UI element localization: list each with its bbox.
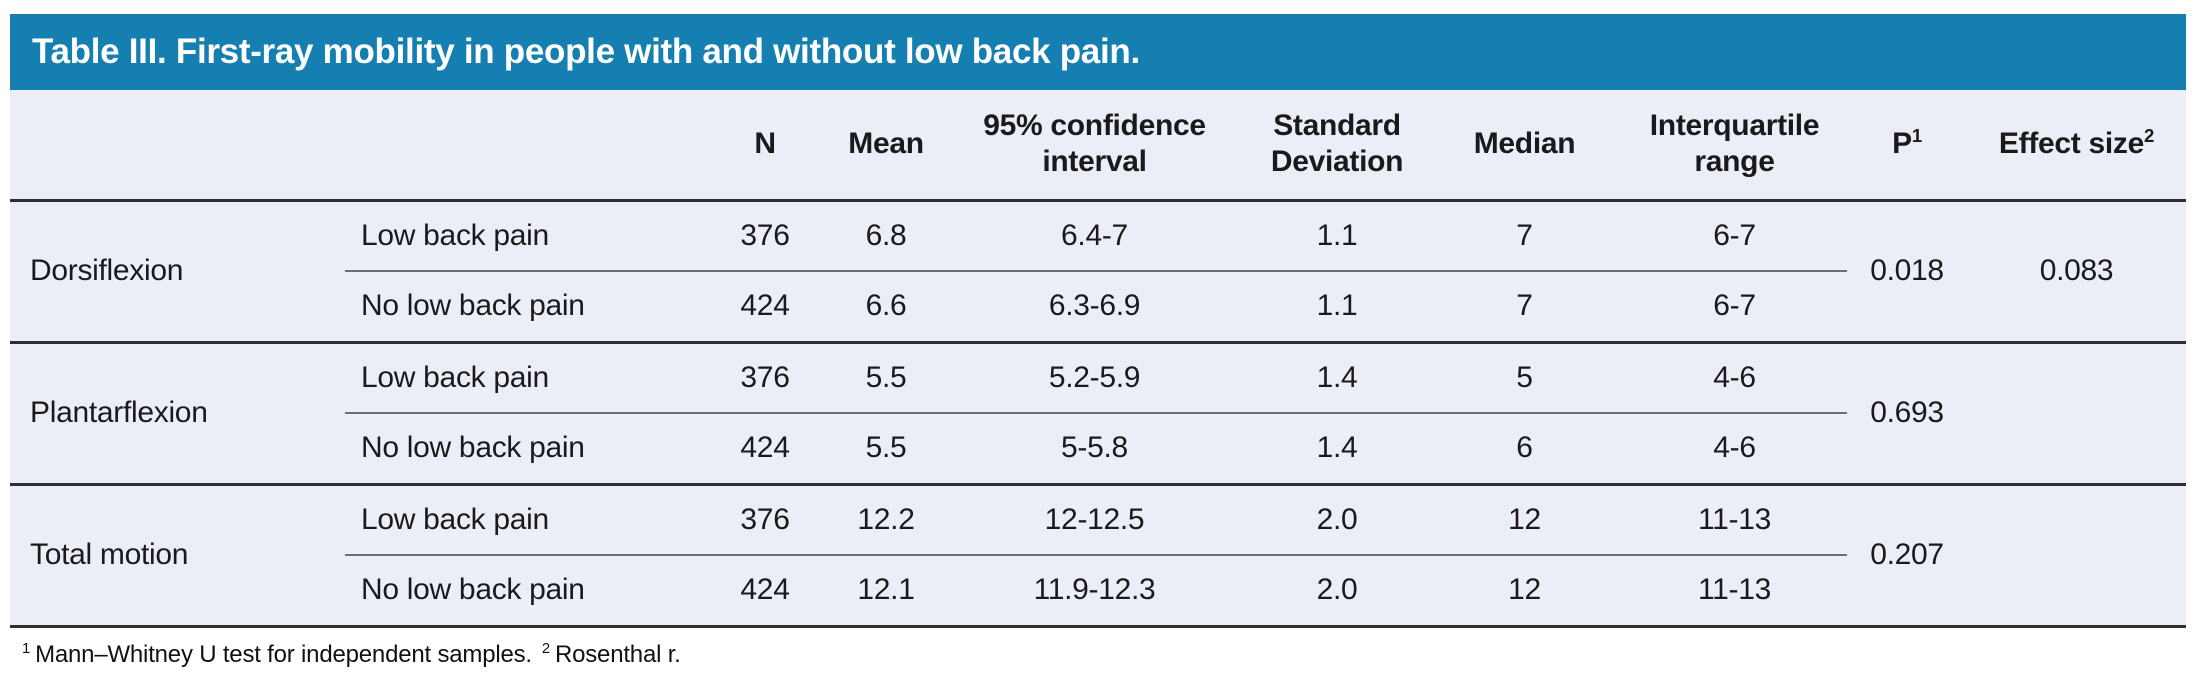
column-header-p: P1 bbox=[1847, 90, 1967, 202]
ci-cell: 6.3-6.9 bbox=[942, 271, 1247, 344]
sd-cell: 1.4 bbox=[1247, 413, 1427, 486]
n-cell: 424 bbox=[700, 555, 830, 628]
column-header-effect-size: Effect size2 bbox=[1967, 90, 2186, 202]
column-header-median: Median bbox=[1427, 90, 1622, 202]
footnote-2-superscript: 2 bbox=[541, 640, 550, 657]
sd-cell: 2.0 bbox=[1247, 484, 1427, 556]
condition-cell: Low back pain bbox=[345, 484, 700, 556]
column-header-ci: 95% confidence interval bbox=[942, 90, 1247, 202]
n-cell: 376 bbox=[700, 200, 830, 272]
p-value-cell: 0.693 bbox=[1847, 342, 1967, 486]
table-figure: Table III. First-ray mobility in people … bbox=[10, 14, 2186, 669]
header-p-label: P bbox=[1892, 126, 1912, 160]
mean-cell: 5.5 bbox=[830, 342, 942, 414]
header-measure-blank bbox=[10, 90, 345, 202]
sd-cell: 2.0 bbox=[1247, 555, 1427, 628]
table-title-bar: Table III. First-ray mobility in people … bbox=[10, 14, 2186, 90]
iqr-cell: 4-6 bbox=[1622, 413, 1847, 486]
column-header-iqr: Interquartile range bbox=[1622, 90, 1847, 202]
median-cell: 5 bbox=[1427, 342, 1622, 414]
footnote-1-text: Mann–Whitney U test for independent samp… bbox=[35, 640, 532, 668]
median-cell: 12 bbox=[1427, 484, 1622, 556]
table-row: Total motion Low back pain 376 12.2 12-1… bbox=[10, 484, 2186, 628]
iqr-cell: 6-7 bbox=[1622, 200, 1847, 272]
iqr-cell: 11-13 bbox=[1622, 484, 1847, 556]
iqr-cell: 6-7 bbox=[1622, 271, 1847, 344]
header-effect-superscript: 2 bbox=[2144, 124, 2155, 146]
table-row: No low back pain 424 6.6 6.3-6.9 1.1 7 6… bbox=[10, 271, 2186, 344]
first-ray-mobility-table: N Mean 95% confidence interval Standard … bbox=[10, 90, 2186, 628]
median-cell: 6 bbox=[1427, 413, 1622, 486]
ci-cell: 12-12.5 bbox=[942, 484, 1247, 556]
column-header-mean: Mean bbox=[830, 90, 942, 202]
condition-cell: No low back pain bbox=[345, 413, 700, 486]
ci-cell: 5.2-5.9 bbox=[942, 342, 1247, 414]
header-group-blank bbox=[345, 90, 700, 202]
column-header-sd: Standard Deviation bbox=[1247, 90, 1427, 202]
effect-size-cell: 0.083 bbox=[1967, 200, 2186, 344]
ci-cell: 6.4-7 bbox=[942, 200, 1247, 272]
table-header-row: N Mean 95% confidence interval Standard … bbox=[10, 90, 2186, 202]
effect-size-cell bbox=[1967, 342, 2186, 486]
ci-cell: 5-5.8 bbox=[942, 413, 1247, 486]
sd-cell: 1.1 bbox=[1247, 271, 1427, 344]
n-cell: 424 bbox=[700, 271, 830, 344]
mean-cell: 12.1 bbox=[830, 555, 942, 628]
mean-cell: 12.2 bbox=[830, 484, 942, 556]
table-title: Table III. First-ray mobility in people … bbox=[32, 32, 1140, 71]
n-cell: 424 bbox=[700, 413, 830, 486]
n-cell: 376 bbox=[700, 342, 830, 414]
iqr-cell: 11-13 bbox=[1622, 555, 1847, 628]
sd-cell: 1.1 bbox=[1247, 200, 1427, 272]
table-row: Plantarflexion Low back pain 376 5.5 5.2… bbox=[10, 342, 2186, 486]
group-label-total-motion: Total motion bbox=[10, 484, 345, 628]
p-value-cell: 0.207 bbox=[1847, 484, 1967, 628]
median-cell: 7 bbox=[1427, 200, 1622, 272]
iqr-cell: 4-6 bbox=[1622, 342, 1847, 414]
effect-size-cell bbox=[1967, 484, 2186, 628]
group-label-plantarflexion: Plantarflexion bbox=[10, 342, 345, 486]
table-row: No low back pain 424 12.1 11.9-12.3 2.0 … bbox=[10, 555, 2186, 628]
footnote-2-text: Rosenthal r. bbox=[554, 640, 681, 668]
n-cell: 376 bbox=[700, 484, 830, 556]
header-effect-label: Effect size bbox=[1998, 126, 2145, 160]
table-row: Dorsiflexion Low back pain 376 6.8 6.4-7… bbox=[10, 200, 2186, 344]
mean-cell: 6.8 bbox=[830, 200, 942, 272]
condition-cell: Low back pain bbox=[345, 200, 700, 272]
header-p-superscript: 1 bbox=[1911, 124, 1922, 146]
mean-cell: 6.6 bbox=[830, 271, 942, 344]
group-label-dorsiflexion: Dorsiflexion bbox=[10, 200, 345, 344]
p-value-cell: 0.018 bbox=[1847, 200, 1967, 344]
table-footnote: 1 Mann–Whitney U test for independent sam… bbox=[10, 641, 2186, 669]
footnote-1-superscript: 1 bbox=[22, 640, 31, 657]
mean-cell: 5.5 bbox=[830, 413, 942, 486]
median-cell: 7 bbox=[1427, 271, 1622, 344]
table-row: No low back pain 424 5.5 5-5.8 1.4 6 4-6 bbox=[10, 413, 2186, 486]
sd-cell: 1.4 bbox=[1247, 342, 1427, 414]
median-cell: 12 bbox=[1427, 555, 1622, 628]
column-header-n: N bbox=[700, 90, 830, 202]
condition-cell: No low back pain bbox=[345, 271, 700, 344]
ci-cell: 11.9-12.3 bbox=[942, 555, 1247, 628]
condition-cell: Low back pain bbox=[345, 342, 700, 414]
condition-cell: No low back pain bbox=[345, 555, 700, 628]
